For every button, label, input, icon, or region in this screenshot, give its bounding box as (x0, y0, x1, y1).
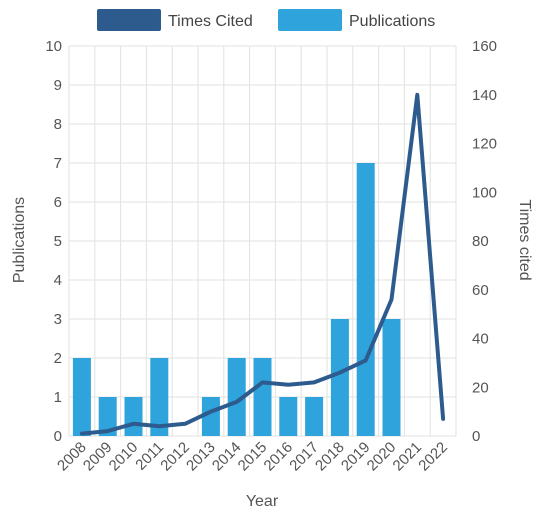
legend-item-times-cited[interactable]: Times Cited (97, 9, 253, 31)
left-tick-label: 5 (54, 233, 62, 250)
publications-bar-2014 (227, 358, 246, 436)
right-tick-label: 60 (472, 282, 489, 299)
times-cited-line (79, 92, 446, 436)
right-tick-label: 120 (472, 136, 497, 153)
y-axis-title: Publications (11, 197, 28, 283)
left-tick-label: 7 (54, 155, 62, 172)
right-tick-label: 40 (472, 331, 489, 348)
grid-lines (68, 45, 457, 437)
publications-bar-2017 (305, 397, 324, 436)
right-tick-label: 20 (472, 379, 489, 396)
legend-label: Times Cited (168, 13, 253, 30)
left-tick-label: 4 (54, 272, 62, 289)
publications-bar-2008 (72, 358, 91, 436)
legend-swatch (278, 9, 342, 31)
publications-bar-2010 (124, 397, 143, 436)
legend-swatch (97, 9, 161, 31)
y2-axis-title: Times cited (516, 199, 533, 280)
left-y-axis-ticks: 0 1 2 3 4 5 6 7 8 9 10 (45, 38, 62, 445)
publications-bar-2020 (382, 319, 401, 436)
left-tick-label: 3 (54, 311, 62, 328)
left-tick-label: 9 (54, 77, 62, 94)
x-tick-label: 2022 (415, 439, 451, 475)
right-y-axis-ticks: 0 20 40 60 80 100 120 140 160 (472, 38, 497, 445)
left-tick-label: 0 (54, 428, 62, 445)
right-tick-label: 160 (472, 38, 497, 55)
right-tick-label: 0 (472, 428, 480, 445)
publications-bar-2019 (356, 163, 375, 436)
x-axis-ticks: 2008200920102011201220132014201520162017… (54, 439, 451, 475)
publications-bar-2013 (201, 397, 220, 436)
x-tick-label: 2011 (132, 439, 167, 474)
left-tick-label: 1 (54, 389, 62, 406)
right-tick-label: 80 (472, 233, 489, 250)
publications-bar-2009 (98, 397, 117, 436)
publications-bar-2015 (253, 358, 272, 436)
left-tick-label: 8 (54, 116, 62, 133)
legend-label: Publications (349, 13, 435, 30)
publications-bar-2016 (279, 397, 298, 436)
left-tick-label: 6 (54, 194, 62, 211)
right-tick-label: 100 (472, 184, 497, 201)
right-tick-label: 140 (472, 87, 497, 104)
publications-bar-2011 (150, 358, 169, 436)
left-tick-label: 2 (54, 350, 62, 367)
x-axis-title: Year (246, 493, 279, 510)
legend-item-publications[interactable]: Publications (278, 9, 435, 31)
publications-bar-2018 (330, 319, 349, 436)
left-tick-label: 10 (45, 38, 62, 55)
legend[interactable]: Times Cited Publications (97, 9, 435, 31)
publication-bars (72, 163, 401, 436)
